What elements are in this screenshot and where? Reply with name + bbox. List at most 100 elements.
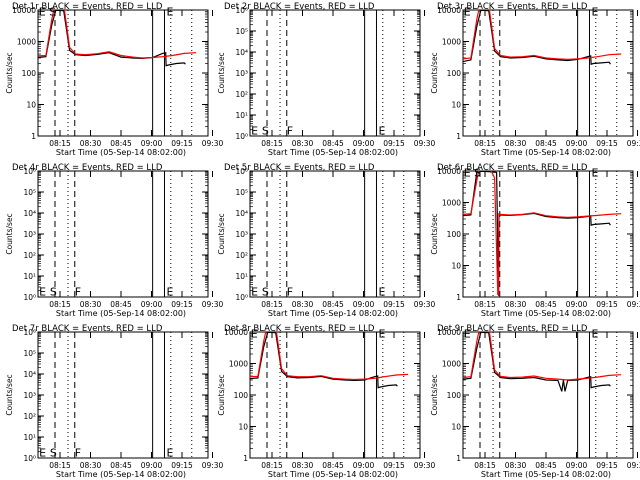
y-tick-label: 10⁶ [23,167,36,176]
y-tick-label: 1000 [442,360,461,369]
x-tick-label: 09:15 [171,139,193,148]
events-series-line [250,332,398,389]
interval-marker-label: F [287,286,293,299]
interval-marker-label: E [39,5,46,18]
lld-series-line [463,10,622,61]
y-tick-label: 10¹ [235,111,248,120]
y-tick-label: 10⁰ [23,454,36,463]
plot-frame [249,9,421,137]
x-tick-label: 08:15 [49,139,71,148]
series-group [463,171,622,296]
events-series-line [463,10,611,65]
x-tick-label: 09:30 [414,461,436,470]
x-tick-label: 09:30 [202,461,224,470]
x-tick-label: 08:30 [505,461,527,470]
x-axis-label: Start Time (05-Sep-14 08:02:00) [56,309,186,318]
x-axis-label: Start Time (05-Sep-14 08:02:00) [268,470,398,479]
interval-marker-label: F [75,286,81,299]
x-tick-label: 08:15 [261,139,283,148]
x-tick-label: 08:30 [80,139,102,148]
x-tick-label: 09:00 [141,461,163,470]
x-tick-label: 08:30 [505,300,527,309]
interval-marker-label: E [166,5,173,18]
x-tick-label: 09:30 [414,139,436,148]
panel-title: Det 5r BLACK = Events, RED = LLD [224,163,375,173]
interval-marker-label: E [464,166,471,179]
lld-series-line [463,171,622,296]
y-tick-label: 10⁶ [23,328,36,337]
y-tick-label: 10000 [224,328,248,337]
series-group [250,332,409,389]
x-tick-label: 08:45 [322,300,344,309]
y-tick-label: 100 [447,230,462,239]
y-tick-label: 1 [31,132,36,141]
x-tick-label: 09:15 [596,139,618,148]
events-series-line [463,171,611,296]
x-tick-label: 09:15 [383,461,405,470]
y-tick-label: 10⁵ [235,27,248,36]
x-tick-label: 08:45 [110,139,132,148]
x-tick-label: 08:30 [80,461,102,470]
plot-frame [249,331,421,459]
x-axis-label: Start Time (05-Sep-14 08:02:00) [481,470,611,479]
y-axis-label: Counts/sec [217,374,226,415]
y-tick-label: 10⁰ [235,132,248,141]
y-axis-label: Counts/sec [430,52,439,93]
y-tick-label: 10¹ [23,272,36,281]
plot-frame [462,170,634,298]
x-tick-label: 08:45 [110,461,132,470]
y-tick-label: 1 [456,293,461,302]
panel-det-3: Det 3r BLACK = Events, RED = LLD 1 10 100 10… [430,2,640,157]
y-tick-label: 10⁵ [23,188,36,197]
plot-frame [462,9,634,137]
interval-marker-label: S [262,286,269,299]
x-tick-label: 08:15 [474,461,496,470]
y-tick-label: 10⁰ [235,293,248,302]
y-tick-label: 10000 [12,6,36,15]
x-tick-label: 08:15 [474,139,496,148]
panel-det-1: Det 1r BLACK = Events, RED = LLD 1 10 100 10… [5,2,224,157]
x-tick-label: 09:00 [566,461,588,470]
x-tick-label: 09:00 [566,139,588,148]
y-tick-label: 1000 [17,38,36,47]
interval-marker-label: E [39,286,46,299]
y-tick-label: 10 [451,101,461,110]
y-tick-label: 10 [451,423,461,432]
x-tick-label: 08:45 [535,300,557,309]
panel-title: Det 3r BLACK = Events, RED = LLD [437,2,588,12]
panel-det-5: Det 5r BLACK = Events, RED = LLD 10⁰ 10¹ 10… [217,163,436,318]
y-tick-label: 10 [451,262,461,271]
x-tick-label: 09:00 [353,461,375,470]
interval-marker-label: E [464,327,471,340]
y-tick-label: 10000 [437,328,461,337]
y-tick-label: 10⁰ [23,293,36,302]
panel-title: Det 1r BLACK = Events, RED = LLD [12,2,163,12]
y-tick-label: 10⁶ [235,167,248,176]
plot-frame [37,9,209,137]
panel-det-4: Det 4r BLACK = Events, RED = LLD 10⁰ 10¹ 10… [5,163,224,318]
y-axis-label: Counts/sec [5,374,14,415]
x-tick-label: 08:45 [322,461,344,470]
x-tick-label: 08:45 [110,300,132,309]
series-group [38,10,197,67]
interval-marker-label: S [474,166,481,179]
interval-marker-label: E [591,166,598,179]
interval-marker-label: E [591,5,598,18]
x-tick-label: 08:15 [49,300,71,309]
x-tick-label: 08:30 [292,461,314,470]
interval-marker-label: F [75,447,81,460]
x-tick-label: 09:15 [596,461,618,470]
y-tick-label: 100 [234,391,249,400]
y-tick-label: 10⁴ [235,209,248,218]
x-tick-label: 08:30 [505,139,527,148]
y-tick-label: 10¹ [235,272,248,281]
interval-marker-label: E [378,286,385,299]
lld-series-line [250,332,409,381]
x-axis-label: Start Time (05-Sep-14 08:02:00) [481,309,611,318]
interval-marker-label: E [166,447,173,460]
x-tick-label: 09:15 [171,300,193,309]
plot-frame [37,331,209,459]
panel-det-2: Det 2r BLACK = Events, RED = LLD 10⁰ 10¹ 10… [217,2,436,157]
y-tick-label: 10⁵ [23,349,36,358]
y-tick-label: 10² [235,251,248,260]
